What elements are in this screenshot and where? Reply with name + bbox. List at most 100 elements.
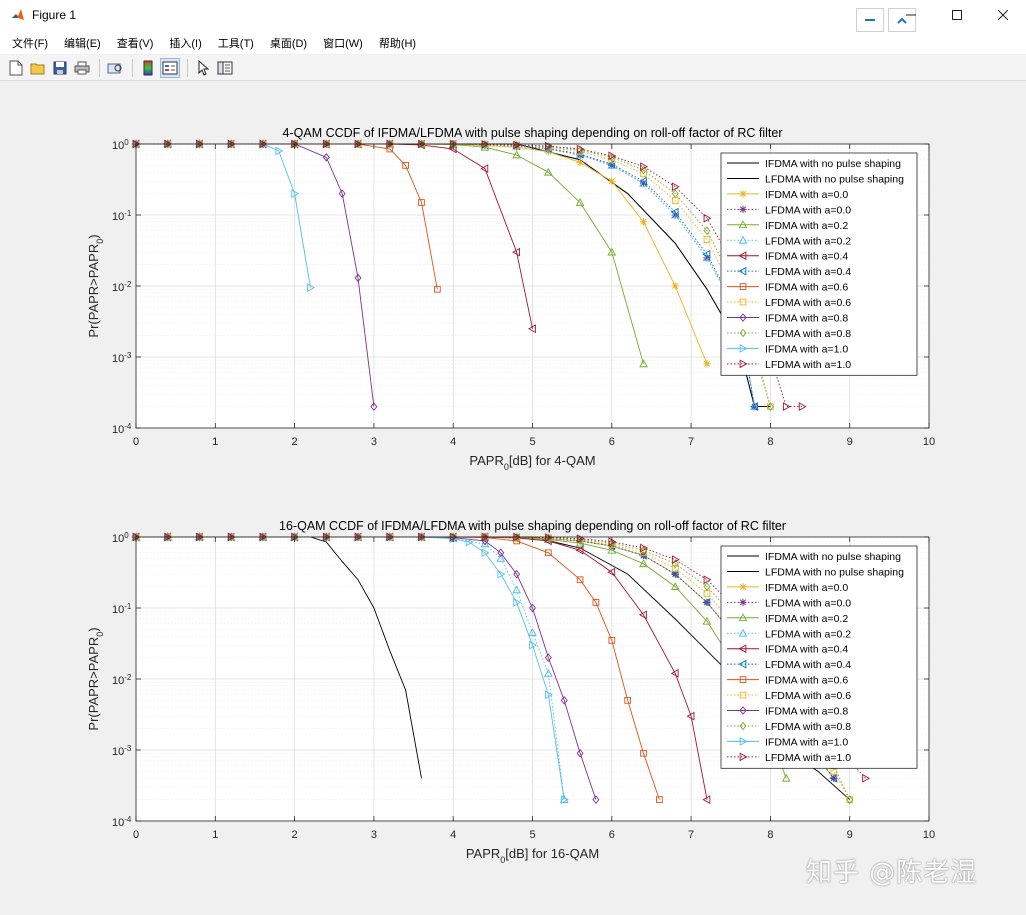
- colorbar-button[interactable]: [138, 58, 158, 78]
- legend-item: IFDMA with a=0.6: [727, 282, 848, 294]
- menu-window[interactable]: 窗口(W): [323, 38, 363, 50]
- legend-label: IFDMA with no pulse shaping: [765, 551, 901, 563]
- legend-marker: [739, 190, 747, 198]
- watermark-text: 知乎 @陈老湿: [806, 858, 978, 888]
- menu-view[interactable]: 查看(V): [116, 38, 154, 50]
- data-point: [639, 559, 648, 568]
- menu-insert[interactable]: 插入(I): [169, 38, 202, 50]
- pointer-button[interactable]: [193, 58, 213, 78]
- x-tick-label: 2: [292, 829, 298, 841]
- print-preview-button[interactable]: [105, 58, 125, 78]
- figure-toolbar: [0, 55, 1026, 81]
- y-tick-label: 10-2: [112, 673, 132, 688]
- new-figure-button[interactable]: [6, 58, 26, 78]
- x-axis-label: PAPR0[dB] for 16-QAM: [466, 846, 599, 865]
- legend-marker: [739, 706, 747, 715]
- save-button[interactable]: [50, 58, 70, 78]
- legend-item: IFDMA with a=0.4: [727, 251, 848, 263]
- x-tick-label: 2: [292, 436, 298, 448]
- data-point: [703, 575, 712, 585]
- data-point: [686, 711, 695, 721]
- data-point: [703, 226, 711, 236]
- data-point: [560, 696, 568, 705]
- maximize-button[interactable]: [934, 0, 980, 30]
- data-point: [545, 141, 553, 151]
- window-titlebar: Figure 1: [0, 0, 1026, 32]
- dock-figure-button[interactable]: [888, 8, 916, 32]
- x-tick-label: 1: [212, 829, 218, 841]
- legend-label: LFDMA with a=1.0: [765, 752, 851, 764]
- legend-item: IFDMA with no pulse shaping: [727, 158, 901, 170]
- minimize-button[interactable]: [888, 0, 934, 30]
- menu-tools[interactable]: 工具(T): [217, 38, 254, 50]
- legend-box: [720, 152, 918, 376]
- open-file-button[interactable]: [28, 58, 48, 78]
- legend-item: IFDMA with a=0.6: [727, 675, 848, 687]
- legend-label: IFDMA with a=0.0: [765, 582, 848, 594]
- y-tick-label: 10-3: [112, 351, 132, 366]
- menu-desktop[interactable]: 桌面(D): [269, 38, 308, 50]
- legend-item: LFDMA with a=0.6: [727, 297, 851, 309]
- data-point: [370, 402, 378, 411]
- property-editor-button[interactable]: [215, 58, 235, 78]
- data-point: [608, 152, 616, 162]
- x-tick-label: 3: [371, 436, 377, 448]
- y-tick-label: 100: [112, 531, 129, 546]
- legend-label: IFDMA with a=0.4: [765, 644, 848, 656]
- legend-item: IFDMA with a=0.4: [727, 644, 848, 656]
- data-point: [640, 162, 649, 171]
- close-button[interactable]: [980, 0, 1026, 30]
- legend-item: LFDMA with a=0.4: [727, 266, 851, 278]
- data-point: [607, 247, 617, 256]
- legend-item: LFDMA with no pulse shaping: [727, 173, 904, 185]
- menu-edit[interactable]: 编辑(E): [64, 38, 101, 50]
- data-point: [607, 567, 616, 577]
- data-point: [545, 690, 553, 700]
- maximize-icon: [952, 10, 962, 20]
- toolbar-separator: [187, 58, 188, 77]
- data-point: [592, 599, 600, 606]
- menu-help[interactable]: 帮助(H): [378, 38, 417, 50]
- legend-item: IFDMA with a=0.8: [727, 706, 848, 718]
- legend-item: LFDMA with a=0.6: [727, 690, 851, 702]
- menu-file[interactable]: 文件(F): [12, 38, 49, 50]
- data-point: [862, 773, 871, 783]
- legend-item: LFDMA with a=0.8: [727, 328, 851, 340]
- legend-marker: [739, 598, 747, 606]
- y-axis-label: Pr(PAPR>PAPR0): [86, 234, 105, 337]
- data-point: [402, 162, 409, 169]
- data-point: [480, 164, 489, 173]
- data-point: [592, 795, 600, 804]
- legend-marker: [738, 659, 747, 669]
- legend-button[interactable]: [160, 57, 180, 78]
- figure-canvas: 0 1 2 3 4 5 6 7 8 9 10 100 10-1 10-2 10-3 10-4 4-QAM CCD…: [4, 82, 1024, 910]
- open-file-icon: [30, 63, 45, 74]
- series-line: [136, 143, 771, 408]
- data-point: [640, 170, 647, 178]
- data-point: [513, 142, 521, 150]
- data-point: [798, 402, 807, 411]
- pointer-icon: [198, 59, 209, 76]
- data-point: [543, 167, 553, 176]
- data-point: [576, 576, 584, 584]
- legend-label: LFDMA with a=0.4: [765, 659, 851, 671]
- legend-label: LFDMA with no pulse shaping: [765, 173, 904, 185]
- data-point: [608, 538, 616, 548]
- legend-marker: [738, 235, 748, 244]
- legend-item: LFDMA with a=0.8: [727, 721, 851, 733]
- data-point: [702, 249, 711, 259]
- minus-icon: [865, 19, 875, 21]
- print-button[interactable]: [72, 58, 92, 78]
- x-tick-label: 10: [923, 829, 935, 841]
- series-2: [136, 143, 771, 408]
- legend-item: LFDMA with a=1.0: [727, 359, 851, 371]
- toolbar-separator: [99, 58, 100, 77]
- data-point: [576, 158, 584, 167]
- data-point: [512, 585, 522, 594]
- data-point: [702, 598, 711, 607]
- print-preview-icon: [107, 63, 122, 73]
- legend-label: LFDMA with a=1.0: [765, 359, 851, 371]
- legend-label: IFDMA with a=1.0: [765, 343, 848, 355]
- undock-button[interactable]: [856, 8, 884, 32]
- data-point: [480, 539, 490, 548]
